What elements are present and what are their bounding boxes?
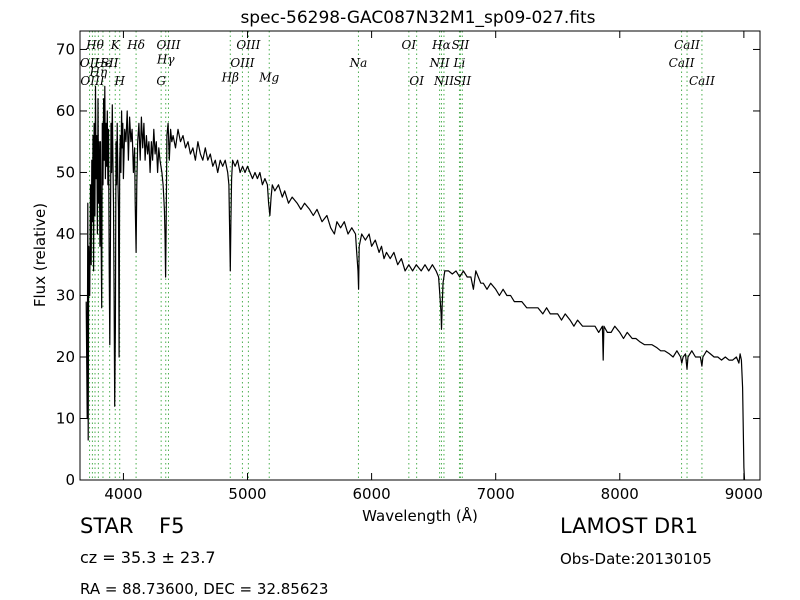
- y-tick-label-1: 10: [56, 409, 75, 427]
- plot-frame: [79, 30, 761, 481]
- x-tick-label-1: 5000: [228, 485, 266, 503]
- y-tick-label-6: 60: [56, 102, 75, 120]
- line-label-19: NII: [429, 56, 450, 70]
- line-label-21: NII: [433, 74, 454, 88]
- line-label-5: SII: [101, 56, 119, 70]
- line-label-2: Hθ: [85, 38, 104, 52]
- y-tick-label-0: 0: [65, 471, 75, 489]
- line-label-13: OIII: [230, 56, 254, 70]
- spectral-line-labels: OIIOIIIHθHηHϵSIIKHHδGHγOIIIHβOIIIOIIIMgN…: [80, 38, 715, 88]
- x-tick-label-5: 9000: [725, 485, 763, 503]
- line-label-26: CaII: [674, 38, 700, 52]
- y-tick-label-2: 20: [56, 348, 75, 366]
- line-label-0: OII: [80, 56, 100, 70]
- line-label-3: Hη: [89, 65, 108, 79]
- line-label-16: Na: [349, 56, 368, 70]
- x-tick-label-2: 6000: [353, 485, 391, 503]
- survey-name: LAMOST DR1: [560, 514, 699, 538]
- y-axis-label: Flux (relative): [31, 203, 49, 307]
- spectrum-line-0: [85, 85, 746, 481]
- spectrum-series: [85, 85, 746, 481]
- line-label-10: Hγ: [156, 52, 175, 66]
- x-tick-label-0: 4000: [104, 485, 142, 503]
- line-label-9: G: [156, 74, 166, 88]
- observation-date: Obs-Date:20130105: [560, 550, 712, 568]
- line-label-15: Mg: [258, 70, 279, 84]
- y-tick-label-4: 40: [56, 225, 75, 243]
- line-label-24: SII: [453, 74, 471, 88]
- line-label-12: Hβ: [221, 70, 239, 84]
- line-label-25: CaII: [669, 56, 695, 70]
- redshift-cz: cz = 35.3 ± 23.7: [80, 548, 216, 567]
- line-label-7: H: [113, 74, 125, 88]
- y-tick-label-5: 50: [56, 163, 75, 181]
- line-label-14: OIII: [236, 38, 260, 52]
- coordinates: RA = 88.73600, DEC = 32.85623: [80, 580, 329, 598]
- x-tick-label-3: 7000: [477, 485, 515, 503]
- x-tick-label-4: 8000: [601, 485, 639, 503]
- spectral-line-markers: [89, 31, 703, 480]
- line-label-4: Hϵ: [93, 56, 111, 70]
- line-label-23: SII: [452, 38, 470, 52]
- object-subclass: F5: [159, 514, 185, 538]
- chart-title: spec-56298-GAC087N32M1_sp09-027.fits: [240, 8, 595, 28]
- line-label-11: OIII: [156, 38, 180, 52]
- y-tick-label-7: 70: [56, 40, 75, 58]
- line-label-1: OIII: [80, 74, 104, 88]
- line-label-18: OI: [409, 74, 424, 88]
- line-label-6: K: [110, 38, 121, 52]
- line-label-17: OI: [402, 38, 417, 52]
- axis-ticks: 4000 5000 6000 7000 8000 9000 0 10 20 30 40 50 60 70: [56, 31, 763, 503]
- x-axis-label: Wavelength (Å): [362, 506, 478, 525]
- line-label-22: Li: [453, 56, 466, 70]
- object-class: STAR: [80, 514, 134, 538]
- line-label-20: Hα: [431, 38, 451, 52]
- line-label-8: Hδ: [126, 38, 145, 52]
- y-tick-label-3: 30: [56, 286, 75, 304]
- line-label-27: CaII: [689, 74, 715, 88]
